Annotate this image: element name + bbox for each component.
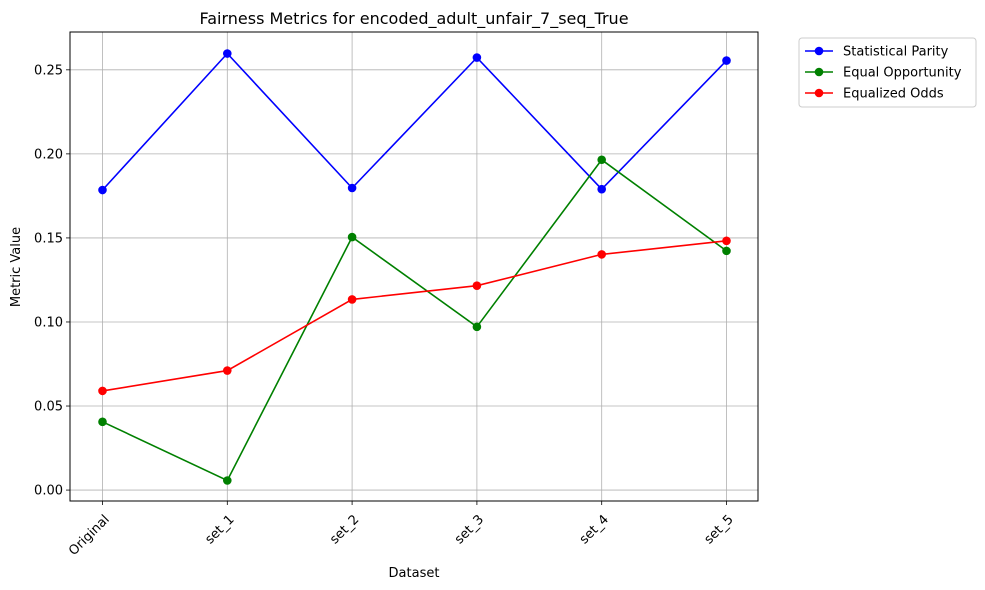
data-point <box>223 49 232 58</box>
data-point <box>597 155 606 165</box>
data-point <box>347 232 357 242</box>
data-point <box>472 53 482 62</box>
legend-frame <box>798 37 977 108</box>
data-point <box>98 185 107 195</box>
data-point <box>722 56 731 65</box>
series-line <box>102 240 727 392</box>
data-point <box>472 322 482 332</box>
y-tick-label: 0.00 <box>34 484 63 499</box>
y-axis-label: Metric Value <box>9 227 24 307</box>
x-tick-label: set_3 <box>452 512 487 547</box>
legend-marker <box>814 46 824 56</box>
data-point <box>98 386 107 396</box>
y-tick-label: 0.05 <box>34 400 63 415</box>
data-point <box>472 281 482 290</box>
x-tick-label: Original <box>66 512 113 559</box>
y-axis: 0.00 0.05 0.10 0.15 0.20 0.25 <box>34 63 70 499</box>
series-layer <box>98 49 731 485</box>
legend-label: Statistical Parity <box>843 45 949 60</box>
y-tick-label: 0.10 <box>34 315 63 330</box>
y-tick-label: 0.15 <box>34 231 63 246</box>
legend-label: Equal Opportunity <box>843 66 962 81</box>
x-axis: Original set_1 set_2 set_3 set_4 set_5 <box>66 501 737 559</box>
x-tick-label: set_5 <box>702 512 737 547</box>
series-line <box>102 158 727 482</box>
legend-marker <box>814 67 824 77</box>
data-point <box>722 246 731 256</box>
data-point <box>597 184 606 194</box>
series-equalized-odds <box>98 236 731 396</box>
data-point <box>722 236 731 246</box>
data-point <box>597 250 606 259</box>
series-line <box>101 52 728 191</box>
data-point <box>347 183 357 193</box>
legend: Statistical Parity Equal Opportunity Equal… <box>798 37 977 108</box>
x-tick-label: set_4 <box>577 512 612 547</box>
legend-marker <box>814 88 824 98</box>
x-axis-label: Dataset <box>389 566 440 581</box>
chart-title: Fairness Metrics for encoded_adult_unfai… <box>199 9 628 29</box>
data-point <box>223 476 232 485</box>
data-point <box>98 417 107 427</box>
x-tick-label: set_1 <box>202 512 237 547</box>
grid <box>70 32 758 501</box>
plot-frame <box>69 31 759 502</box>
x-tick-label: set_2 <box>327 512 362 547</box>
y-tick-label: 0.25 <box>34 63 63 78</box>
series-statistical-parity <box>98 49 731 195</box>
y-tick-label: 0.20 <box>34 147 63 162</box>
data-point <box>347 295 357 304</box>
legend-label: Equalized Odds <box>843 87 944 102</box>
data-point <box>223 366 232 375</box>
series-equal-opportunity <box>98 155 731 485</box>
